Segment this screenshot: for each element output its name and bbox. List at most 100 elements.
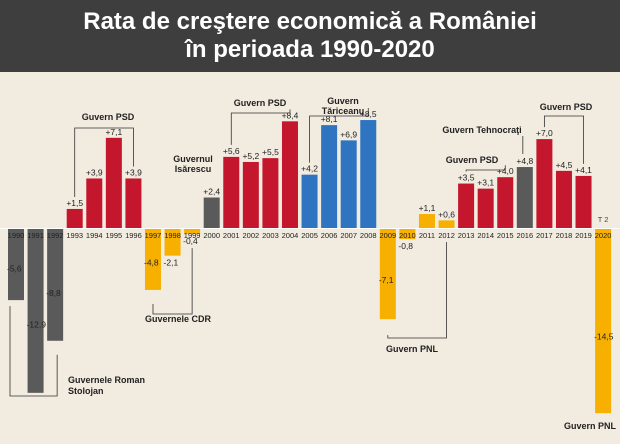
year-label-2019: 2019 xyxy=(575,231,592,240)
year-label-2010: 2010 xyxy=(399,231,416,240)
year-label-1992: 1992 xyxy=(47,231,64,240)
year-label-2009: 2009 xyxy=(379,231,396,240)
year-label-1996: 1996 xyxy=(125,231,142,240)
bracket-5 xyxy=(309,108,369,163)
bracket-4 xyxy=(230,109,291,145)
value-label-1999: -0,4 xyxy=(183,236,198,246)
year-label-2006: 2006 xyxy=(321,231,338,240)
year-label-2003: 2003 xyxy=(262,231,279,240)
value-label-1994: +3,9 xyxy=(86,167,103,177)
year-label-2020: 2020 xyxy=(595,231,612,240)
value-label-2007: +6,9 xyxy=(340,129,357,139)
annotation-label-4-0: Guvern PSD xyxy=(234,98,287,108)
year-label-2004: 2004 xyxy=(282,231,299,240)
value-label-1993: +1,5 xyxy=(66,198,83,208)
bracket-9 xyxy=(543,115,584,164)
bracket-6 xyxy=(387,242,447,339)
value-label-1991: -12,9 xyxy=(27,319,47,329)
bar-1990 xyxy=(8,229,24,301)
value-label-2019: +4,1 xyxy=(575,165,592,175)
year-label-1994: 1994 xyxy=(86,231,103,240)
year-label-1991: 1991 xyxy=(27,231,44,240)
year-label-2005: 2005 xyxy=(301,231,318,240)
annotation-label-1-0: Guvern PSD xyxy=(82,112,135,122)
bar-1991 xyxy=(27,229,44,393)
value-label-1996: +3,9 xyxy=(125,167,142,177)
bar-2012 xyxy=(438,220,455,228)
value-label-2017: +7,0 xyxy=(536,128,553,138)
year-label-2008: 2008 xyxy=(360,231,377,240)
year-label-2000: 2000 xyxy=(203,231,220,240)
annotation-label-8-0: Guvern Tehnocraţi xyxy=(442,125,521,135)
bar-1995 xyxy=(105,137,122,228)
value-label-2015: +4,0 xyxy=(497,166,514,176)
annotation-label-0-1: Stolojan xyxy=(68,386,104,396)
value-label-2010: -0,8 xyxy=(398,241,413,251)
bar-2007 xyxy=(340,140,357,228)
bracket-2 xyxy=(152,248,193,315)
bar-1998 xyxy=(164,229,181,256)
bar-2009 xyxy=(379,229,396,320)
year-label-2011: 2011 xyxy=(419,231,435,240)
value-label-1997: -4,8 xyxy=(144,258,159,268)
bar-2002 xyxy=(242,161,259,228)
bar-2015 xyxy=(497,177,514,228)
bracket-1 xyxy=(74,127,134,197)
year-label-2014: 2014 xyxy=(477,231,494,240)
bar-2016 xyxy=(516,167,533,228)
annotation-label-5-1: Tăriceanu xyxy=(322,106,365,116)
bar-2017 xyxy=(536,139,553,228)
bar-2020 xyxy=(595,229,612,414)
bar-1999 xyxy=(184,229,201,235)
year-label-1999: 1999 xyxy=(184,231,201,240)
year-label-2017: 2017 xyxy=(536,231,553,240)
bar-2008 xyxy=(360,120,377,228)
year-label-2001: 2001 xyxy=(223,231,240,240)
year-label-2018: 2018 xyxy=(556,231,573,240)
annotation-label-9-0: Guvern PSD xyxy=(540,102,593,112)
value-label-2002: +5,2 xyxy=(242,151,259,161)
value-label-2020: -14,5 xyxy=(594,331,614,341)
year-label-1990: 1990 xyxy=(8,231,25,240)
bar-2013 xyxy=(458,183,475,228)
annotation-label-10-0: Guvern PNL xyxy=(564,421,617,431)
value-label-2001: +5,6 xyxy=(223,146,240,156)
year-label-2015: 2015 xyxy=(497,231,514,240)
bar-2011 xyxy=(418,214,435,228)
value-label-1995: +7,1 xyxy=(105,127,122,137)
bar-1997 xyxy=(144,229,161,290)
year-label-1995: 1995 xyxy=(106,231,123,240)
bar-2000 xyxy=(203,197,220,228)
value-label-2013: +3,5 xyxy=(458,173,475,183)
year-label-2016: 2016 xyxy=(516,231,533,240)
year-label-1993: 1993 xyxy=(66,231,83,240)
bar-1994 xyxy=(86,178,103,228)
annotation-label-3-0: Guvernul xyxy=(173,154,213,164)
annotation-label-5-0: Guvern xyxy=(327,96,359,106)
bar-2005 xyxy=(301,174,318,228)
annotation-label-2-0: Guvernele CDR xyxy=(145,314,212,324)
value-label-1990: -5,6 xyxy=(7,264,22,274)
value-label-2005: +4,2 xyxy=(301,164,318,174)
year-label-2012: 2012 xyxy=(438,231,455,240)
value-label-2018: +4,5 xyxy=(556,160,573,170)
year-label-2002: 2002 xyxy=(242,231,259,240)
annotation-label-7-0: Guvern PSD xyxy=(446,155,499,165)
bar-2018 xyxy=(555,170,572,228)
value-label-2014: +3,1 xyxy=(477,178,494,188)
year-label-1997: 1997 xyxy=(145,231,162,240)
bar-2006 xyxy=(321,125,338,228)
bar-2004 xyxy=(281,121,298,228)
bracket-0 xyxy=(9,306,58,397)
value-label-1992: -8,8 xyxy=(46,288,61,298)
bar-2010 xyxy=(399,229,416,240)
value-label-2000: +2,4 xyxy=(203,187,220,197)
year-label-2007: 2007 xyxy=(340,231,357,240)
bar-1992 xyxy=(47,229,64,341)
value-label-2016: +4,8 xyxy=(516,156,533,166)
year-label-2013: 2013 xyxy=(458,231,475,240)
bar-1996 xyxy=(125,178,142,228)
bar-1993 xyxy=(66,208,83,228)
annotation-label-0-0: Guvernele Roman xyxy=(68,375,145,385)
